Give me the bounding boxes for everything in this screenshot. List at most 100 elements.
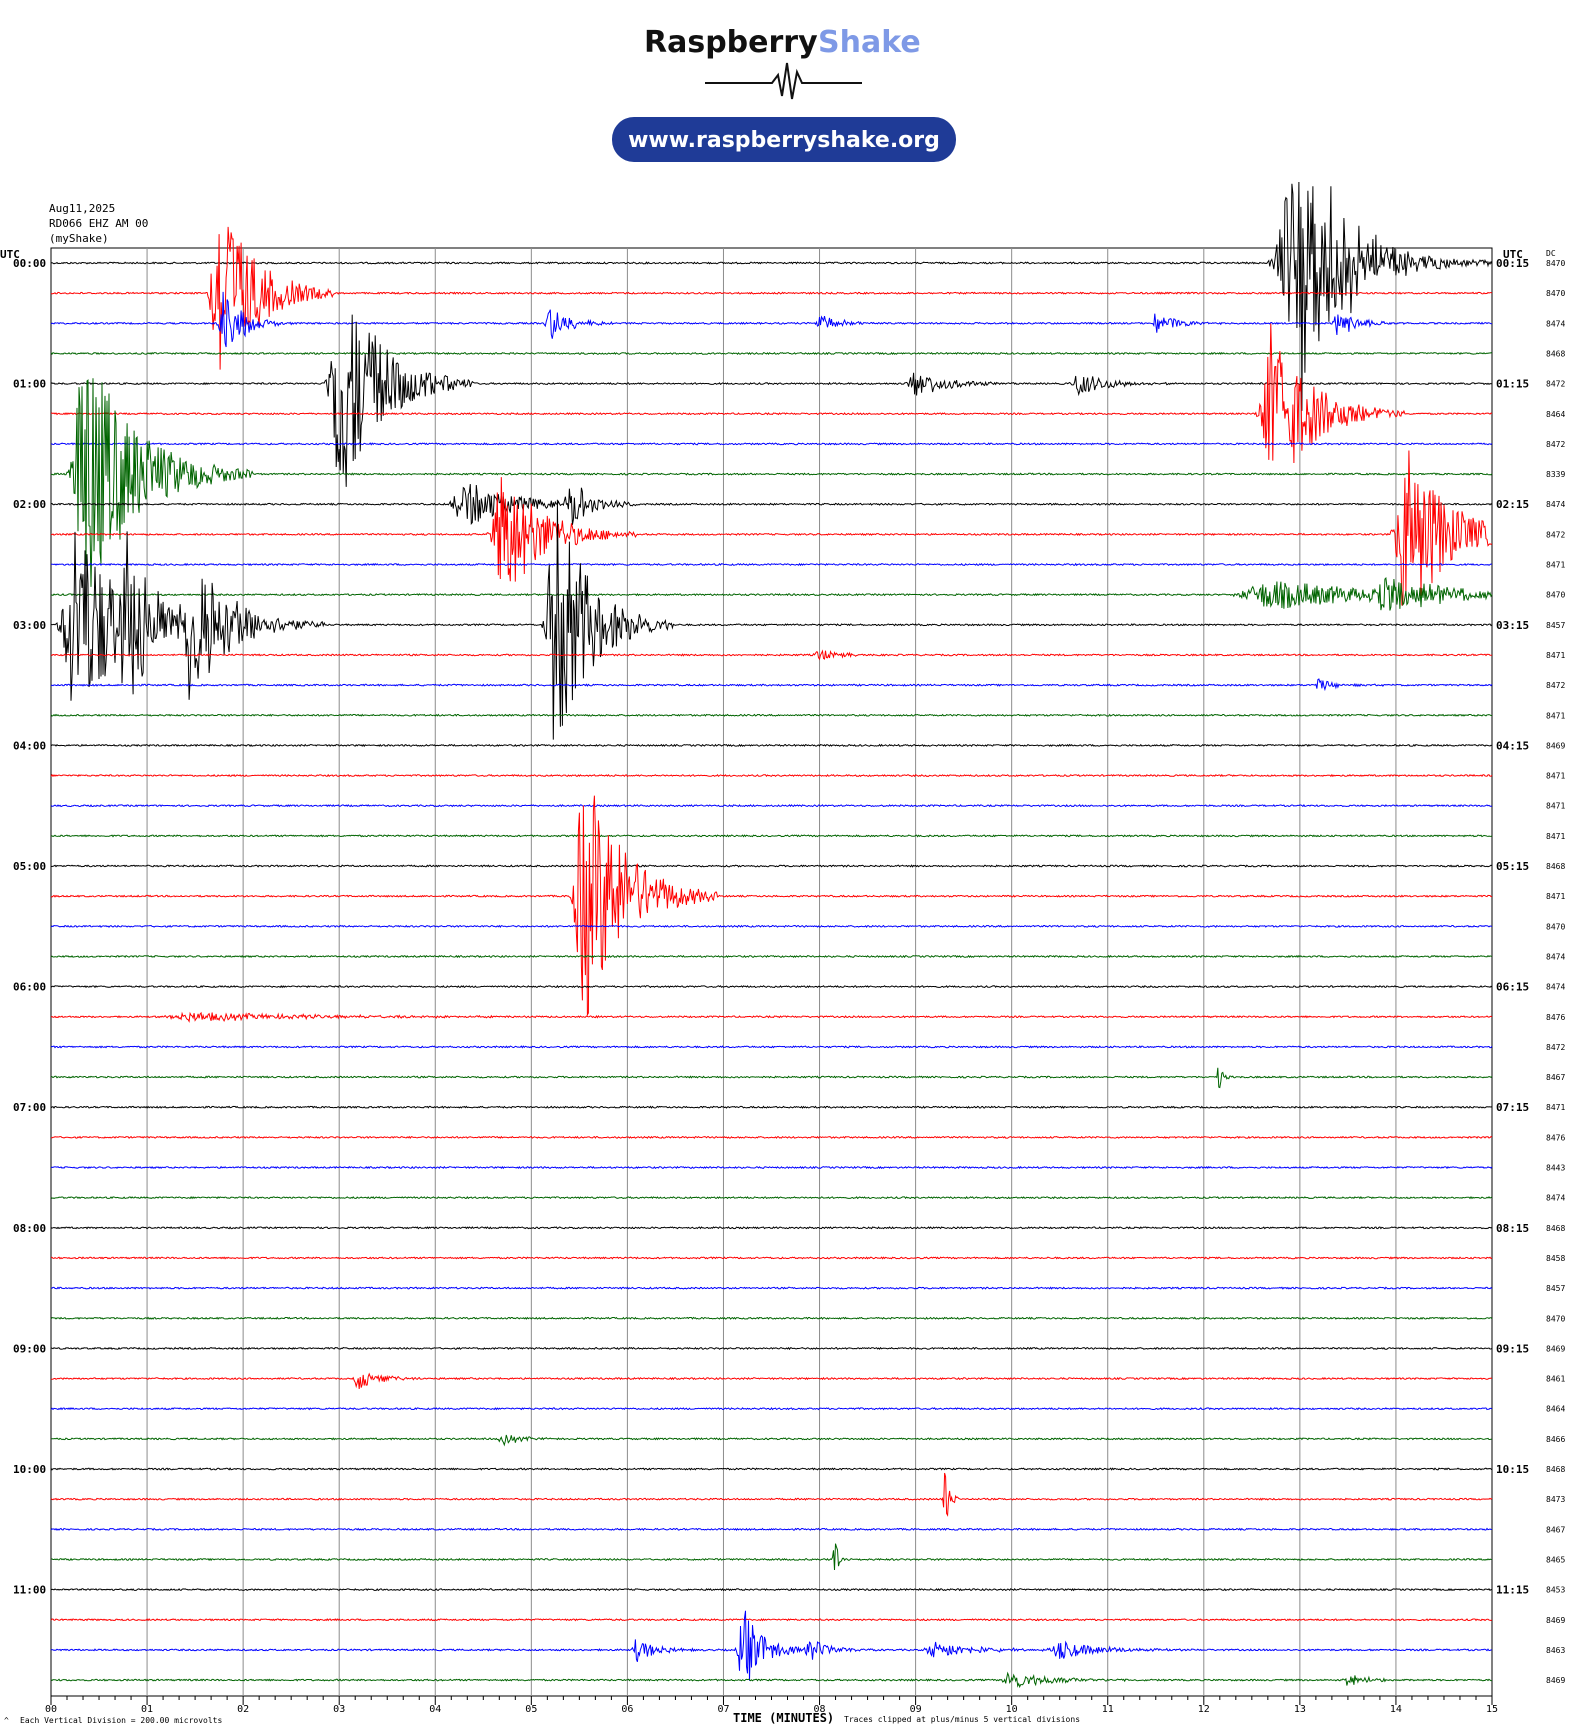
record-date: Aug11,2025	[49, 202, 115, 215]
dc-offset-value: 8474	[1546, 1194, 1565, 1203]
seismic-trace-row	[50, 484, 1493, 525]
minute-grid	[146, 248, 1397, 1696]
utc-row-label-left: 08:00	[13, 1222, 46, 1235]
dc-offset-value: 8467	[1546, 1073, 1565, 1082]
dc-offset-value: 8470	[1546, 1314, 1565, 1323]
seismic-trace-row	[50, 1543, 1493, 1571]
dc-offset-value: 8443	[1546, 1164, 1565, 1173]
seismic-trace-row	[50, 1226, 1493, 1230]
x-tick-label: 00	[45, 1704, 57, 1715]
x-axis: 00 01 02 03 04 05 06 07 08 09 10 11 12 13 14 15	[45, 1696, 1498, 1715]
seismic-trace-row	[50, 1165, 1493, 1170]
seismic-trace-row	[50, 1286, 1493, 1290]
x-tick-label: 14	[1390, 1704, 1402, 1715]
x-tick-label: 02	[237, 1704, 249, 1715]
x-tick-label: 13	[1294, 1704, 1306, 1715]
x-axis-title: TIME (MINUTES)	[733, 1711, 834, 1725]
clip-note: Traces clipped at plus/minus 5 vertical …	[844, 1715, 1080, 1724]
seismic-trace-row	[50, 713, 1492, 717]
utc-row-label-right: 00:15	[1496, 257, 1529, 270]
utc-row-label-left: 06:00	[13, 981, 46, 994]
utc-row-label-right: 03:15	[1496, 619, 1529, 632]
utc-row-label-left: 04:00	[13, 739, 46, 752]
dc-offset-value: 8469	[1546, 741, 1565, 750]
utc-row-label-right: 07:15	[1496, 1101, 1529, 1114]
dc-offset-value: 8458	[1546, 1254, 1565, 1263]
dc-offset-value: 8339	[1546, 470, 1565, 479]
utc-row-label-left: 02:00	[13, 498, 46, 511]
seismic-trace-row	[50, 864, 1493, 868]
website-url-button[interactable]: www.raspberryshake.org	[612, 117, 956, 162]
seismic-trace-row	[50, 1671, 1493, 1689]
website-url-label: www.raspberryshake.org	[628, 128, 940, 153]
dc-offset-value: 8468	[1546, 862, 1565, 871]
raspberry-shake-logo: Raspberry Shake	[644, 25, 921, 100]
utc-row-label-right: 04:15	[1496, 739, 1529, 752]
dc-offset-value: 8466	[1546, 1435, 1565, 1444]
dc-offset-value: 8472	[1546, 380, 1565, 389]
seismic-trace-row	[50, 1346, 1493, 1351]
seismic-trace-row	[50, 1527, 1492, 1532]
seismic-trace-row	[50, 649, 1493, 661]
x-tick-label: 07	[717, 1704, 729, 1715]
utc-row-label-left: 03:00	[13, 619, 46, 632]
seismic-trace-row	[51, 577, 1493, 611]
seismic-trace-row	[50, 834, 1493, 838]
utc-row-label-left: 00:00	[13, 257, 46, 270]
utc-row-label-left: 07:00	[13, 1101, 46, 1114]
dc-offset-value: 8471	[1546, 711, 1565, 720]
seismic-trace-row	[50, 442, 1493, 446]
dc-offset-value: 8469	[1546, 1676, 1565, 1685]
seismic-trace-row	[50, 291, 1492, 348]
dc-offset-value: 8472	[1546, 440, 1565, 449]
dc-offset-value: 8457	[1546, 1284, 1565, 1293]
dc-offset-value: 8472	[1546, 530, 1565, 539]
plot-frame	[50, 247, 1493, 1697]
dc-offset-value: 8471	[1546, 772, 1565, 781]
dc-offset-value: 8470	[1546, 922, 1565, 931]
seismic-trace-row	[50, 351, 1493, 356]
seismic-trace-row	[50, 1135, 1493, 1139]
seismic-trace-row	[50, 499, 1493, 740]
dc-offset-value: 8468	[1546, 1224, 1565, 1233]
dc-offset-value: 8471	[1546, 802, 1565, 811]
dc-offset-value: 8467	[1546, 1525, 1565, 1534]
dc-offset-value: 8470	[1546, 591, 1565, 600]
dc-offset-value: 8464	[1546, 1405, 1565, 1414]
dc-offset-value: 8474	[1546, 952, 1565, 961]
utc-row-label-right: 05:15	[1496, 860, 1529, 873]
utc-row-label-right: 10:15	[1496, 1463, 1529, 1476]
x-tick-label: 06	[621, 1704, 633, 1715]
dc-offset-header: DC	[1546, 249, 1556, 258]
trace-layer	[50, 181, 1493, 1689]
dc-offset-value: 8471	[1546, 561, 1565, 570]
dc-offset-value: 8465	[1546, 1555, 1565, 1564]
seismic-trace-row	[50, 678, 1493, 692]
dc-offset-value: 8471	[1546, 651, 1565, 660]
utc-row-label-right: 11:15	[1496, 1584, 1529, 1597]
dc-offset-value: 8474	[1546, 983, 1565, 992]
row-labels: 00:00 00:15 8470 8470 8474 8468 01:00 01:15 8472…	[13, 257, 1565, 1685]
x-tick-label: 05	[525, 1704, 537, 1715]
dc-offset-value: 8469	[1546, 1344, 1565, 1353]
dc-offset-value: 8471	[1546, 1103, 1565, 1112]
dc-offset-value: 8473	[1546, 1495, 1565, 1504]
x-tick-label: 12	[1198, 1704, 1210, 1715]
seismic-trace-row	[50, 1067, 1493, 1089]
dc-offset-value: 8472	[1546, 681, 1565, 690]
seismic-trace-row	[50, 1587, 1493, 1592]
seismic-trace-row	[50, 984, 1493, 989]
data-source: (myShake)	[49, 232, 109, 245]
dc-offset-value: 8470	[1546, 289, 1565, 298]
utc-row-label-right: 08:15	[1496, 1222, 1529, 1235]
scale-note: Each Vertical Division = 200.00 microvol…	[20, 1716, 222, 1725]
dc-offset-value: 8464	[1546, 410, 1565, 419]
seismic-trace-row	[50, 1434, 1493, 1447]
x-tick-label: 08	[814, 1704, 826, 1715]
seismic-trace-row	[50, 773, 1493, 778]
dc-offset-value: 8463	[1546, 1646, 1565, 1655]
dc-offset-value: 8476	[1546, 1013, 1565, 1022]
seismic-trace-row	[50, 743, 1493, 748]
seismic-trace-row	[50, 1011, 1493, 1023]
